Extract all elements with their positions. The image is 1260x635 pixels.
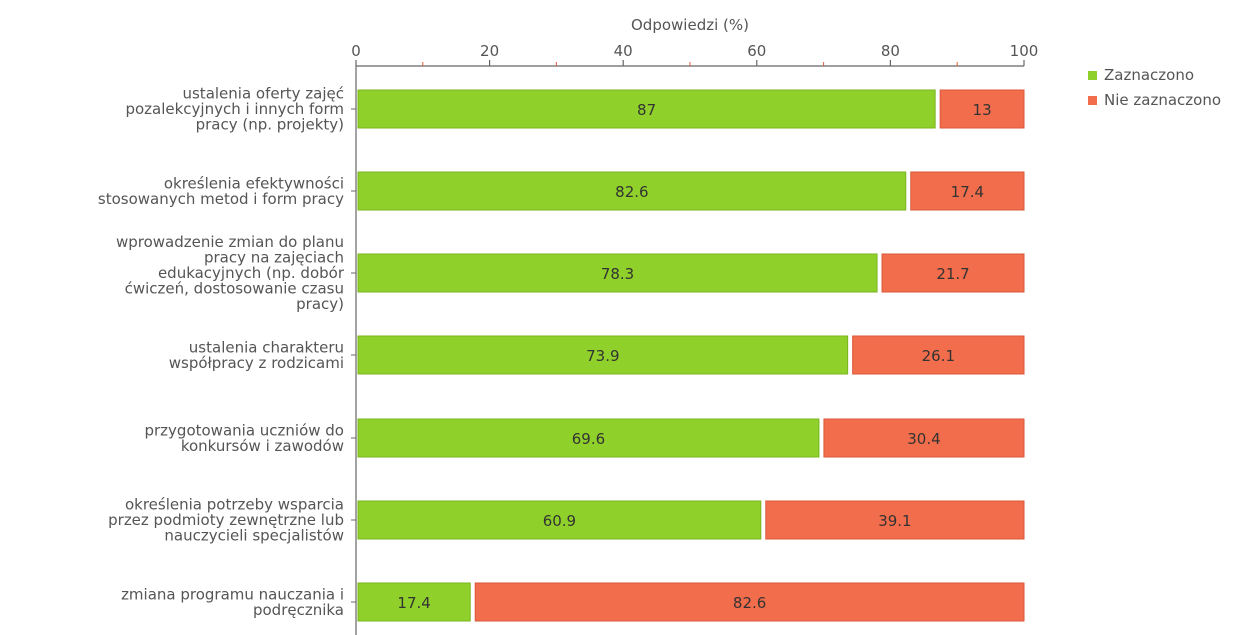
x-axis-title: Odpowiedzi (%) [631, 16, 749, 34]
category-label-line: współpracy z rodzicami [169, 354, 344, 372]
category-label-line: ustalenia oferty zajęć [182, 85, 344, 103]
category-label: określenia potrzeby wsparcia przez podmio… [108, 496, 344, 545]
category-label-line: edukacyjnych (np. dobór [158, 264, 345, 282]
bar-value-label: 73.9 [586, 347, 619, 365]
x-tick-label: 60 [747, 42, 766, 60]
category-label-line: ćwiczeń, dostosowanie czasu [125, 280, 344, 298]
x-tick-label: 20 [480, 42, 499, 60]
bar-value-label: 60.9 [543, 512, 576, 530]
bar-value-label: 13 [973, 101, 992, 119]
category-label-line: określenia potrzeby wsparcia [125, 496, 344, 514]
bar-zaznaczono [357, 582, 471, 622]
bars-layer: 87 13 82.6 17.4 78.3 21.7 73.9 26.1 69.6 30.4 60.9… [357, 89, 1025, 622]
bar-value-label: 17.4 [951, 183, 984, 201]
bar-value-label: 82.6 [733, 594, 766, 612]
category-label-line: przez podmioty zewnętrzne lub [108, 511, 344, 529]
bar-zaznaczono [357, 253, 878, 293]
bar-value-label: 78.3 [601, 265, 634, 283]
bar-zaznaczono [357, 418, 820, 458]
bar-nie-zaznaczono [823, 418, 1025, 458]
category-label-line: pracy) [296, 295, 344, 313]
bar-value-label: 82.6 [615, 183, 648, 201]
bar-value-label: 30.4 [907, 430, 940, 448]
x-tick-label: 0 [351, 42, 361, 60]
x-tick-label: 40 [614, 42, 633, 60]
bar-nie-zaznaczono [910, 171, 1025, 211]
category-label: ustalenia charakteru współpracy z rodzica… [169, 338, 344, 372]
bar-zaznaczono [357, 500, 762, 540]
category-label-line: przygotowania uczniów do [144, 421, 344, 439]
category-label-line: konkursów i zawodów [181, 437, 344, 455]
bar-nie-zaznaczono [852, 335, 1025, 375]
bar-value-label: 39.1 [878, 512, 911, 530]
category-label-line: określenia efektywności [164, 174, 344, 192]
bar-nie-zaznaczono [939, 89, 1025, 129]
category-label-line: pozalekcyjnych i innych form [125, 100, 344, 118]
category-label: wprowadzenie zmian do planu pracy na zaję… [116, 233, 345, 313]
category-label: przygotowania uczniów do konkursów i zawo… [144, 421, 344, 455]
category-label-line: zmiana programu nauczania i [121, 585, 344, 603]
category-label-line: stosowanych metod i form pracy [98, 190, 344, 208]
category-label-line: wprowadzenie zmian do planu [116, 233, 344, 251]
bar-value-label: 17.4 [397, 594, 430, 612]
bar-nie-zaznaczono [881, 253, 1025, 293]
bar-nie-zaznaczono [765, 500, 1025, 540]
bar-value-label: 69.6 [572, 430, 605, 448]
category-labels: ustalenia oferty zajęć pozalekcyjnych i i… [98, 85, 345, 619]
category-label-line: pracy na zajęciach [204, 249, 344, 267]
category-label-line: nauczycieli specjalistów [164, 527, 344, 545]
legend-swatch [1088, 96, 1097, 105]
category-label: ustalenia oferty zajęć pozalekcyjnych i i… [125, 85, 344, 134]
legend-label: Zaznaczono [1104, 66, 1194, 84]
legend-swatch [1088, 71, 1097, 80]
category-label-line: pracy (np. projekty) [196, 116, 344, 134]
x-tick-label: 100 [1010, 42, 1039, 60]
bar-nie-zaznaczono [474, 582, 1025, 622]
legend: Zaznaczono Nie zaznaczono [1088, 66, 1221, 109]
category-label: określenia efektywności stosowanych metod… [98, 174, 344, 208]
legend-label: Nie zaznaczono [1104, 91, 1221, 109]
x-tick-label: 80 [881, 42, 900, 60]
bar-zaznaczono [357, 335, 849, 375]
category-label: zmiana programu nauczania i podręcznika [121, 585, 344, 619]
category-label-line: podręcznika [253, 601, 344, 619]
axis-layer: 0 20 40 60 80 100 [351, 42, 1038, 635]
bar-zaznaczono [357, 171, 907, 211]
bar-value-label: 21.7 [936, 265, 969, 283]
category-label-line: ustalenia charakteru [189, 338, 344, 356]
bar-value-label: 87 [637, 101, 656, 119]
bar-value-label: 26.1 [922, 347, 955, 365]
bar-zaznaczono [357, 89, 936, 129]
